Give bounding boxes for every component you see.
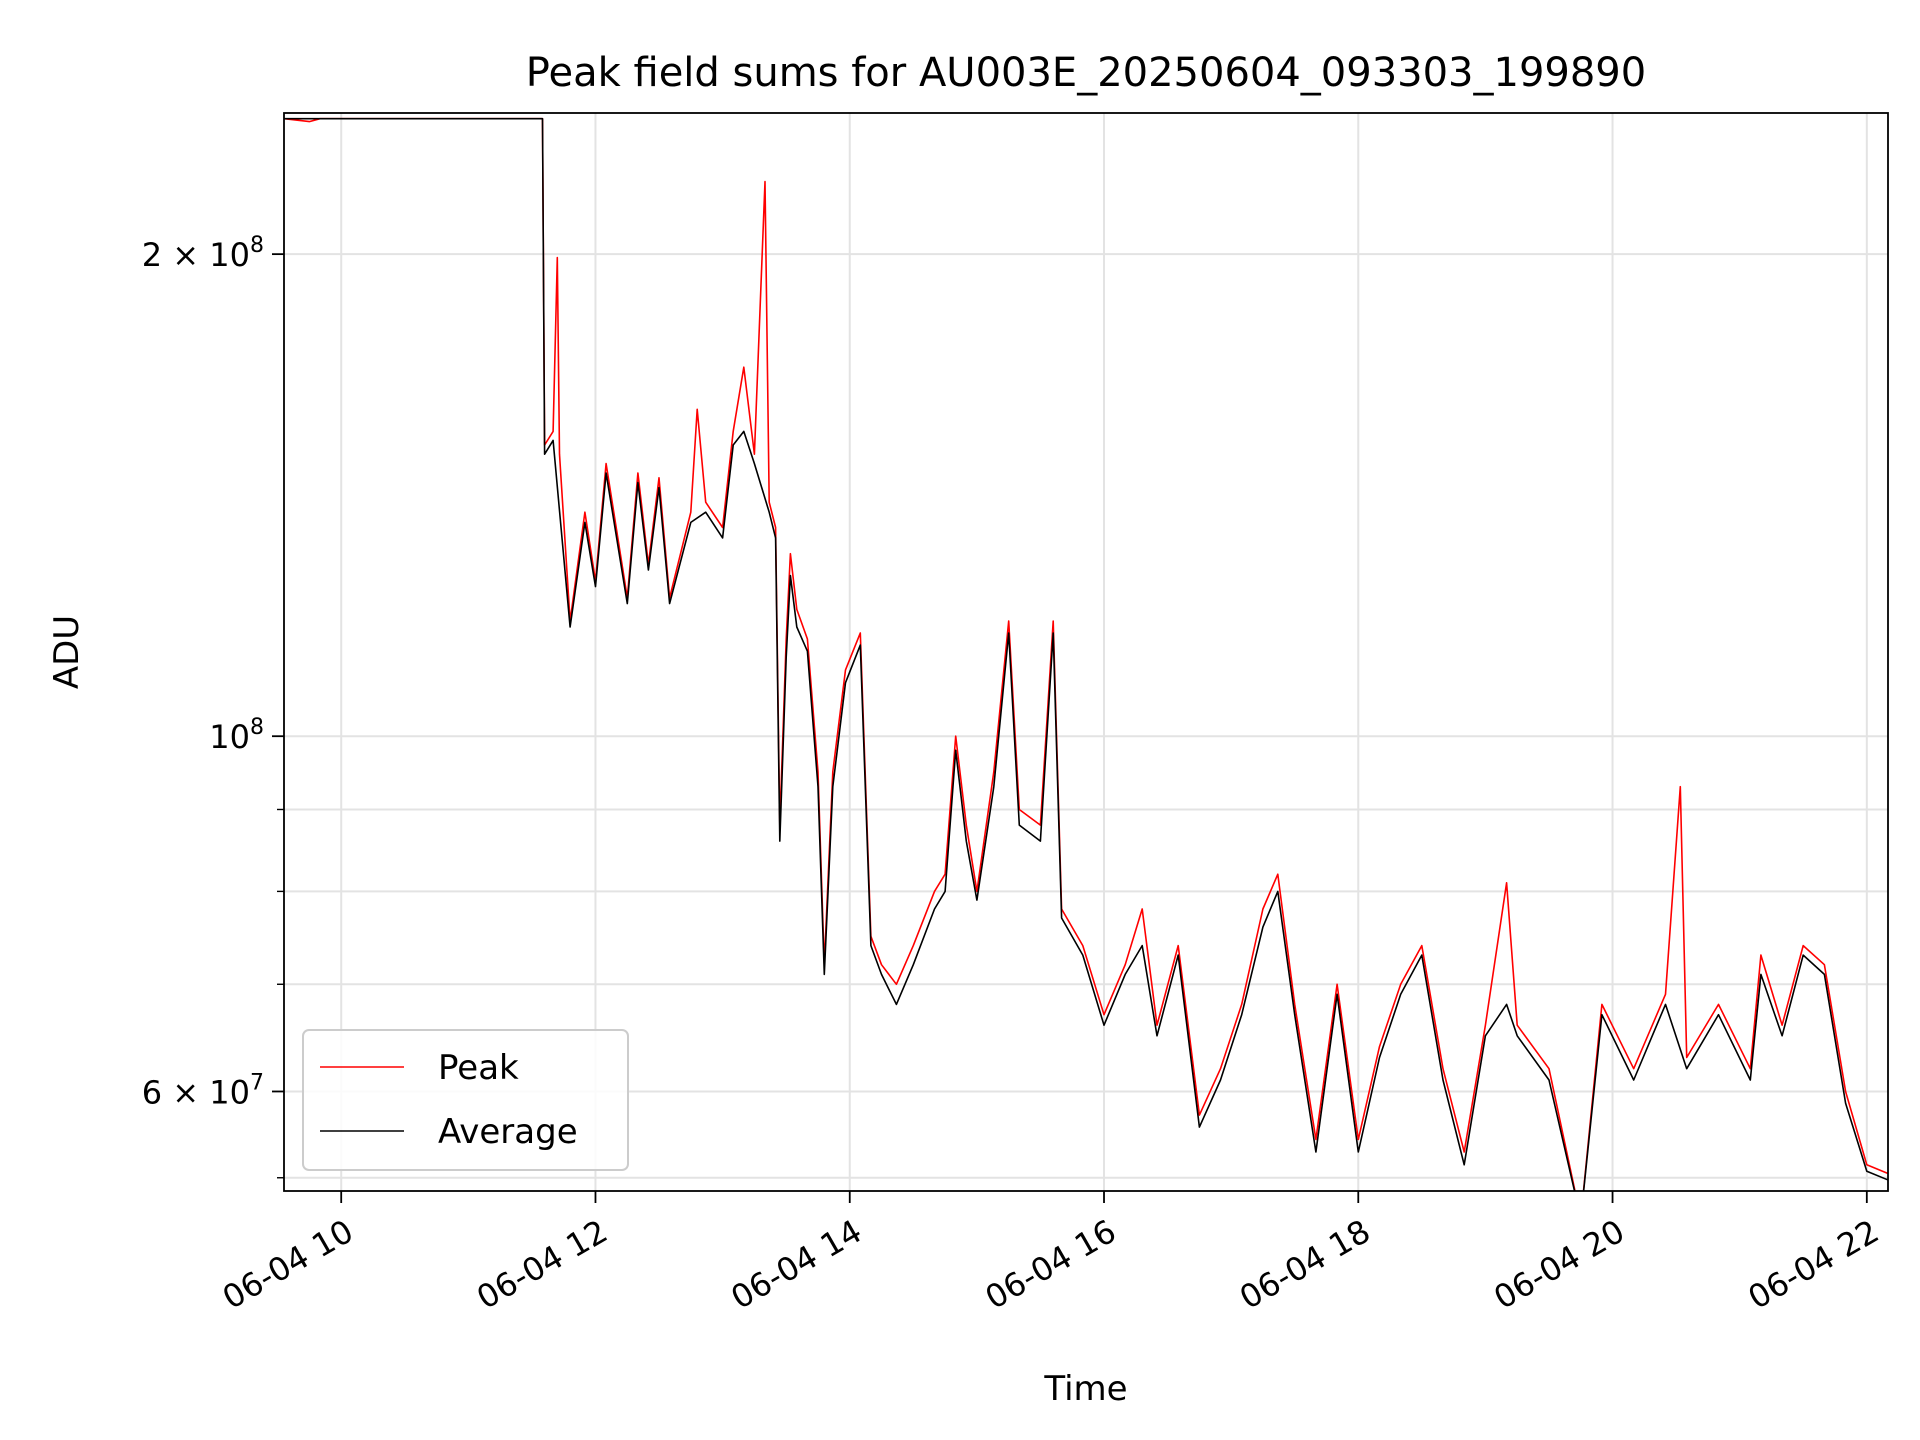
- series-layer: [284, 117, 1888, 1191]
- plot-frame: [283, 112, 1889, 1192]
- x-axis-label: Time: [1043, 1369, 1127, 1409]
- series-line-average: [284, 117, 1888, 1191]
- y-tick-label: 108: [209, 715, 264, 756]
- y-tick-label: 6 × 107: [142, 1070, 264, 1111]
- y-tick-exponent: 8: [250, 715, 264, 740]
- y-axis-label: ADU: [47, 615, 87, 689]
- y-tick-exponent: 8: [250, 233, 264, 258]
- y-tick-base: 10: [209, 718, 250, 756]
- series-line-peak: [284, 117, 1888, 1191]
- legend: Peak Average: [302, 1029, 629, 1171]
- chart-title: Peak field sums for AU003E_20250604_0933…: [526, 50, 1646, 96]
- legend-label-peak: Peak: [438, 1048, 519, 1088]
- legend-box: [302, 1029, 629, 1171]
- y-tick-base: 6 × 10: [142, 1073, 250, 1111]
- y-tick-exponent: 7: [250, 1070, 264, 1095]
- y-tick-label: 2 × 108: [142, 233, 264, 274]
- legend-label-average: Average: [438, 1112, 578, 1152]
- y-tick-base: 2 × 10: [142, 236, 250, 274]
